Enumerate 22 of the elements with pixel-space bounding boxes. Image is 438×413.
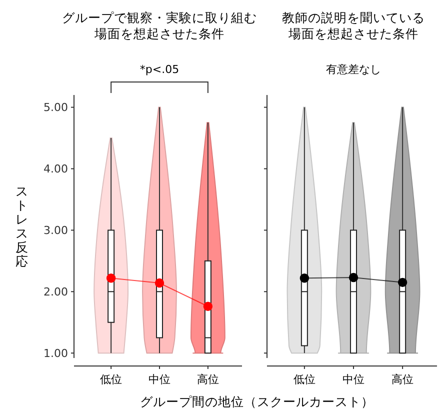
text: *p<.05 xyxy=(140,63,180,76)
y-tick-label: 3.00 xyxy=(44,224,68,238)
x-tick-label: 高位 xyxy=(196,373,219,386)
y-axis-title: ストレス反応 xyxy=(16,184,28,268)
x-tick-label: 低位 xyxy=(100,373,122,386)
point xyxy=(203,302,213,311)
chart-title: グループで観察・実験に取り組む xyxy=(62,10,257,25)
y-tick-label: 1.00 xyxy=(44,346,68,360)
chart-subtitle: 場面を想起させた条件 xyxy=(94,26,224,41)
x-tick-label: 高位 xyxy=(392,373,414,386)
text: 有意差なし xyxy=(326,63,381,76)
x-axis-title: グループ間の地位（スクールカースト） xyxy=(140,394,374,409)
x-tick-label: 中位 xyxy=(342,373,364,386)
y-tick-label: 2.00 xyxy=(44,285,68,298)
point xyxy=(106,274,116,283)
x-tick-label: 低位 xyxy=(293,373,316,386)
y-tick-label: 5.00 xyxy=(44,101,68,114)
point xyxy=(154,278,164,288)
x-tick-label: 中位 xyxy=(148,373,170,386)
chart-subtitle: 場面を想起させた条件 xyxy=(288,26,418,41)
y-tick-label: 4.00 xyxy=(44,162,68,176)
chart-title: 教師の説明を聞いている xyxy=(282,10,425,25)
